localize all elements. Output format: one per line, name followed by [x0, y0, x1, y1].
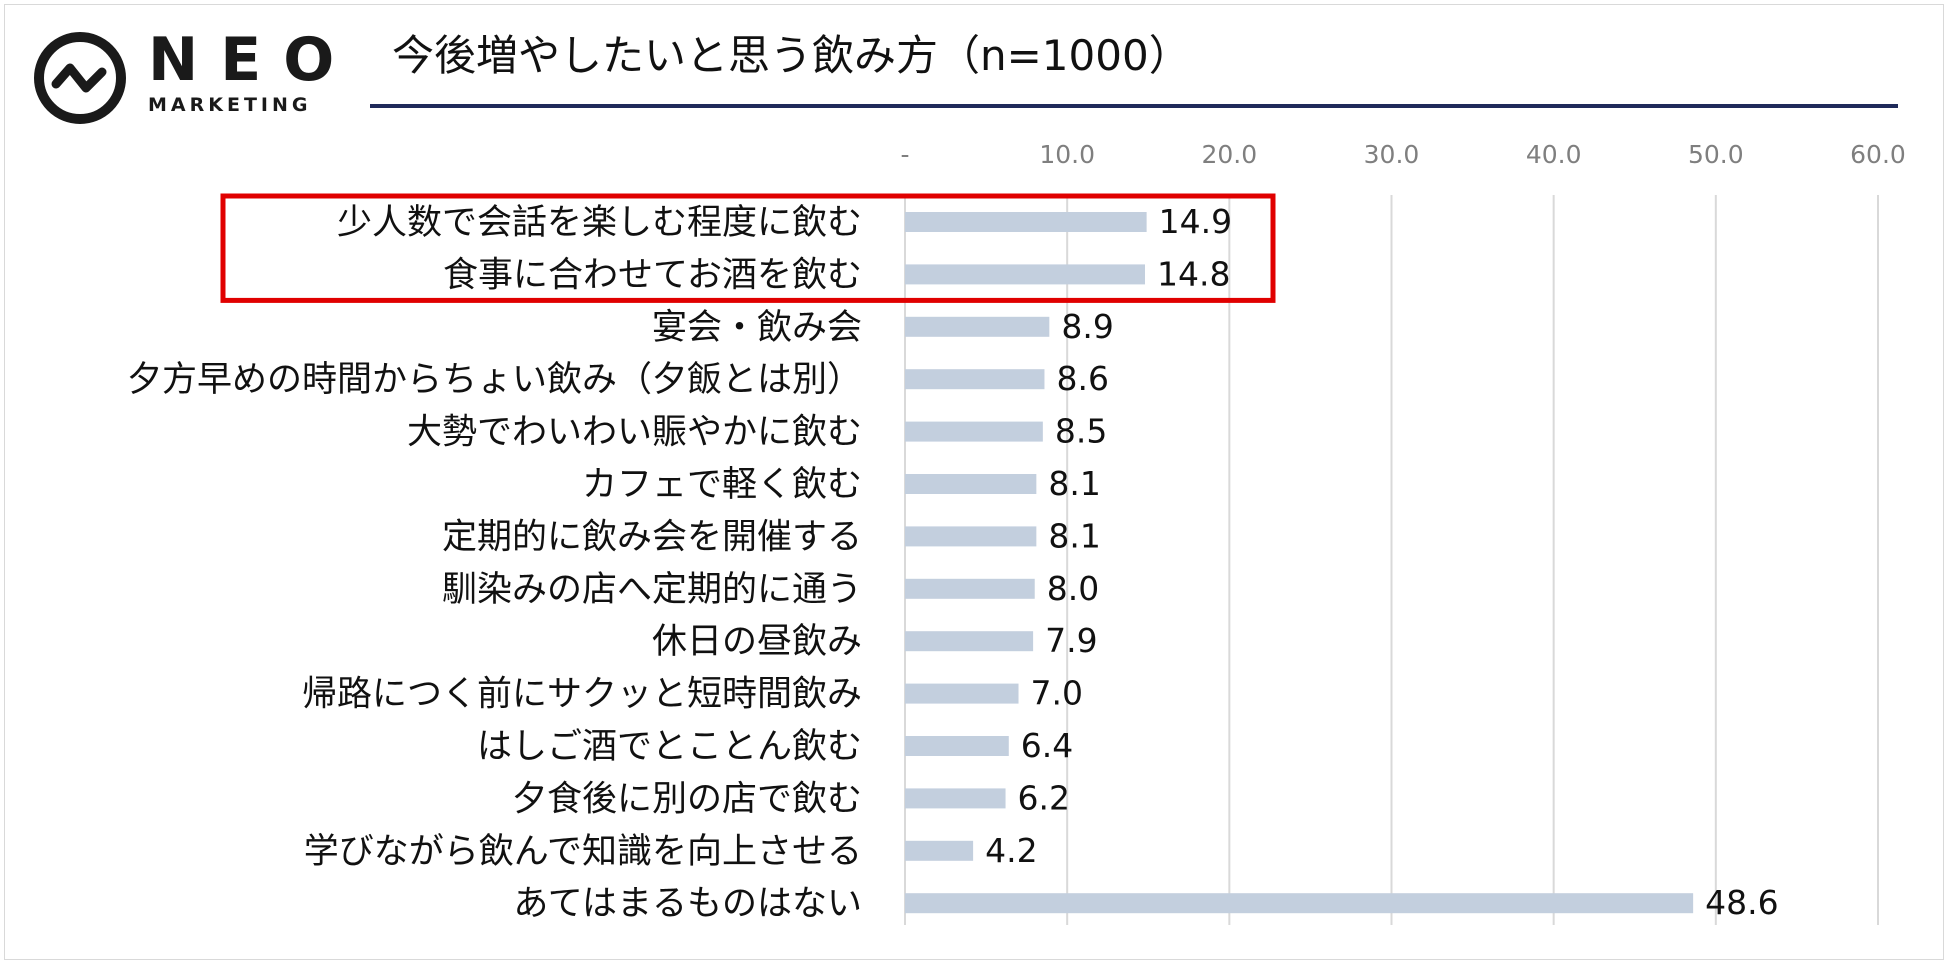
x-tick-label: 40.0	[1526, 140, 1582, 169]
bar	[905, 421, 1043, 442]
highlight-box	[220, 193, 1276, 303]
data-label: 8.0	[1047, 569, 1099, 608]
data-label: 4.2	[985, 831, 1037, 870]
data-label: 7.0	[1031, 674, 1083, 713]
category-label: 少人数で会話を楽しむ程度に飲む	[337, 203, 862, 243]
logo-subtitle: MARKETING	[148, 94, 312, 116]
category-label: 大勢でわいわい賑やかに飲む	[407, 413, 862, 453]
data-label: 8.5	[1055, 412, 1107, 451]
data-label: 8.6	[1056, 359, 1108, 398]
bar	[905, 736, 1009, 756]
data-label: 6.2	[1018, 778, 1070, 817]
title-underline	[370, 104, 1898, 108]
bar	[905, 893, 1694, 914]
bar	[905, 840, 974, 861]
logo-wordmark: NEO	[148, 25, 357, 95]
x-tick-label: 10.0	[1039, 140, 1095, 169]
bar	[905, 316, 1050, 337]
category-label: カフェで軽く飲む	[582, 465, 862, 505]
category-label: はしご酒でとことん飲む	[477, 727, 862, 767]
bar	[905, 631, 1034, 652]
x-tick-label: 50.0	[1688, 140, 1744, 169]
data-label: 48.6	[1705, 883, 1778, 922]
x-tick-label: 60.0	[1850, 140, 1906, 169]
logo-mark-icon	[34, 32, 126, 124]
bar	[905, 526, 1037, 547]
bar	[905, 788, 1006, 809]
data-label: 14.9	[1159, 202, 1232, 241]
x-tick-label: 30.0	[1364, 140, 1420, 169]
data-label: 8.1	[1048, 464, 1100, 503]
chart-frame	[4, 4, 1944, 960]
category-label: 夕方早めの時間からちょい飲み（夕飯とは別）	[127, 360, 862, 400]
category-label: 宴会・飲み会	[652, 308, 862, 348]
neo-marketing-logo: NEO MARKETING	[30, 28, 334, 128]
data-label: 7.9	[1045, 621, 1097, 660]
category-label: 帰路につく前にサクッと短時間飲み	[302, 675, 862, 715]
x-tick-label: -	[900, 140, 909, 169]
data-label: 8.9	[1061, 307, 1113, 346]
data-label: 14.8	[1157, 254, 1230, 293]
bar	[905, 683, 1019, 704]
category-label: 定期的に飲み会を開催する	[442, 517, 862, 557]
bar	[905, 212, 1147, 232]
category-label: あてはまるものはない	[513, 884, 862, 924]
category-label: 学びながら飲んで知識を向上させる	[304, 832, 862, 872]
chart-title: 今後増やしたいと思う飲み方（n=1000）	[392, 31, 1191, 80]
bar	[905, 369, 1045, 390]
category-label: 馴染みの店へ定期的に通う	[442, 570, 862, 610]
bar	[905, 578, 1035, 599]
category-label: 休日の昼飲み	[652, 622, 862, 662]
category-label: 食事に合わせてお酒を飲む	[443, 255, 862, 295]
bar	[905, 474, 1037, 494]
data-label: 8.1	[1048, 516, 1100, 555]
bar	[905, 264, 1146, 285]
category-label: 夕食後に別の店で飲む	[512, 779, 862, 819]
x-tick-label: 20.0	[1201, 140, 1257, 169]
data-label: 6.4	[1021, 726, 1073, 765]
